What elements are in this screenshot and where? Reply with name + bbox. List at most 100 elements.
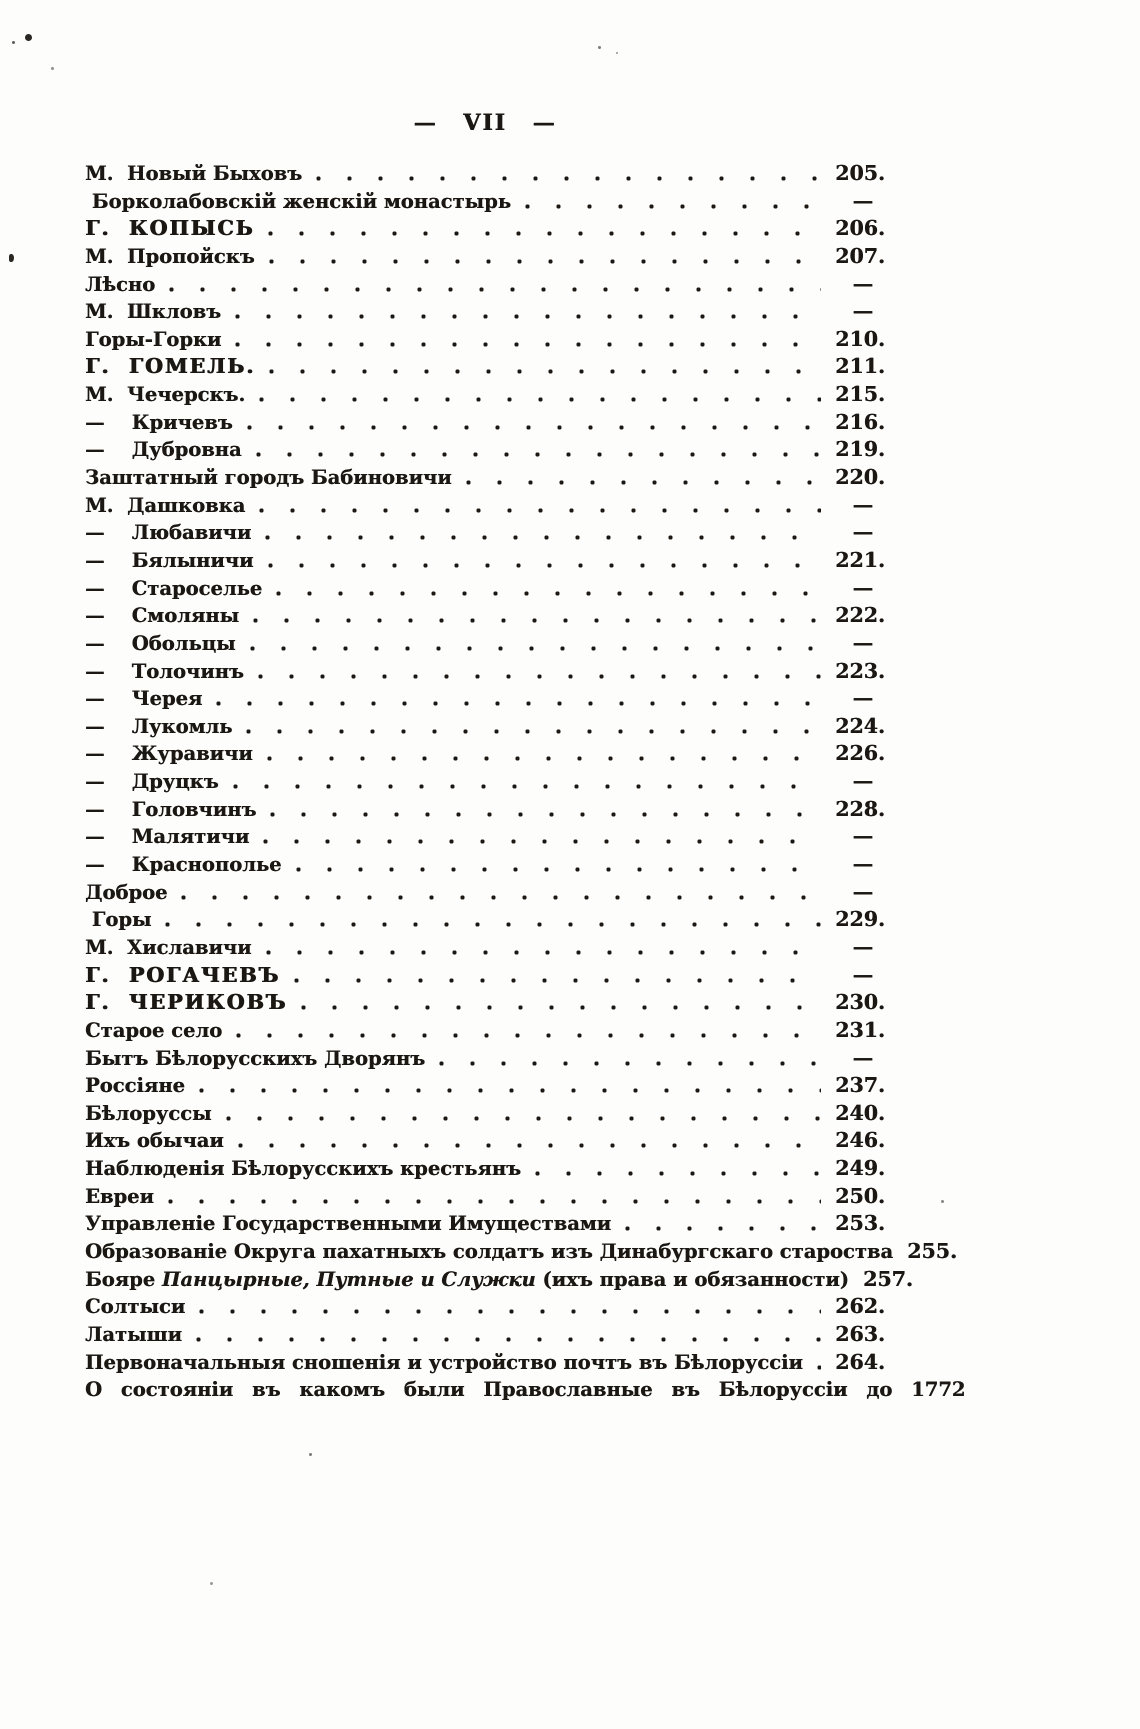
scan-speck xyxy=(309,1453,312,1456)
scan-speck xyxy=(9,254,14,262)
toc-entry: — Краснополье — xyxy=(85,851,885,879)
dot-leader xyxy=(202,685,821,713)
toc-entry-title: — Лукомль xyxy=(85,714,233,738)
toc-entry-page: 224. xyxy=(835,713,885,738)
toc-entry: Г. КОПЫСЬ 206. xyxy=(85,215,885,243)
dot-leader xyxy=(218,768,821,796)
toc-entry-title: — Дубровна xyxy=(85,438,242,462)
dot-leader xyxy=(184,1072,821,1100)
toc-entry-page: 207. xyxy=(835,243,885,268)
toc-entry: — Староселье — xyxy=(85,574,885,603)
dot-leader xyxy=(232,712,821,741)
toc-entry-title: — Журавичи xyxy=(85,742,253,766)
toc-entry: Лѣсно — xyxy=(85,270,885,299)
toc-entry: Солтыси 262. xyxy=(85,1293,885,1321)
toc-entry-title: Бытъ Бѣлорусскихъ Дворянъ xyxy=(85,1046,426,1070)
toc-entry: М. Чечерскъ. 215. xyxy=(85,381,885,409)
toc-entry: — Дубровна 219. xyxy=(85,436,885,465)
toc-entry: — Кричевъ 216. xyxy=(85,408,885,437)
toc-entry-title: — Бялыничи xyxy=(85,548,254,572)
toc-entry: Заштатный городъ Бабиновичи 220. xyxy=(85,464,885,492)
toc-entry-page: 231. xyxy=(835,1017,885,1042)
toc-entry-page: 264. xyxy=(835,1349,885,1374)
dot-leader xyxy=(253,546,821,575)
toc-entry: Г. РОГАЧЕВЪ — xyxy=(85,961,885,990)
toc-entry-title: — Любавичи xyxy=(85,521,252,545)
dot-leader xyxy=(221,325,821,354)
dot-leader xyxy=(211,1099,821,1128)
toc-entry-title: Горы xyxy=(85,908,152,932)
toc-entry: Евреи 250. xyxy=(85,1182,885,1211)
toc-entry-title: Бѣлоруссы xyxy=(85,1101,212,1125)
dot-leader xyxy=(167,878,821,907)
toc-entry-page: — xyxy=(852,188,874,213)
toc-entry: — Малятичи — xyxy=(85,823,885,852)
dot-leader xyxy=(153,1182,821,1211)
toc-entry-title: — Друцкъ xyxy=(85,770,219,794)
dot-leader xyxy=(254,215,821,243)
toc-entry-title: Россіяне xyxy=(85,1074,185,1098)
toc-entry: Латыши 263. xyxy=(85,1320,885,1349)
toc-entry: — Друцкъ — xyxy=(85,768,885,796)
toc-entry-page: — xyxy=(852,1045,874,1070)
toc-entry-title: — Кричевъ xyxy=(85,410,233,434)
toc-entry-title-italic: Панцырные, Путные и Служки xyxy=(161,1267,536,1291)
toc-entry: Горы 229. xyxy=(85,906,885,934)
toc-entry: Доброе — xyxy=(85,878,885,907)
toc-entry-title: (ихъ права и обязанности) xyxy=(535,1267,849,1291)
toc-entry: Старое село 231. xyxy=(85,1016,885,1045)
toc-entry: М. Дашковка — xyxy=(85,491,885,520)
toc-entry: — Головчинъ 228. xyxy=(85,795,885,824)
toc-entry: Бытъ Бѣлорусскихъ Дворянъ — xyxy=(85,1044,885,1073)
dot-leader xyxy=(611,1210,821,1238)
scan-speck xyxy=(210,1582,213,1585)
toc-entry-page: 240. xyxy=(835,1100,885,1125)
toc-entry-title: Г. ЧЕРИКОВЪ xyxy=(85,990,288,1015)
toc-list: М. Новый Быховъ 205. Борколабовскій женск… xyxy=(85,160,965,1404)
toc-entry: Г. ГОМЕЛЬ. 211. xyxy=(85,353,885,382)
dot-leader xyxy=(181,1320,821,1349)
dot-leader xyxy=(245,491,821,520)
toc-entry-title: М. Пропойскъ xyxy=(85,244,255,268)
toc-entry-page: — xyxy=(852,824,874,849)
toc-entry-page: — xyxy=(852,575,874,600)
toc-entry-title: М. Шкловъ xyxy=(85,300,222,324)
toc-entry-page: — xyxy=(852,299,874,324)
toc-entry-page: — xyxy=(852,852,874,877)
toc-entry-page: 226. xyxy=(835,741,885,766)
toc-entry-title: М. Новый Быховъ xyxy=(85,162,303,185)
toc-entry-title: Лѣсно xyxy=(85,272,156,296)
toc-entry-title: Г. КОПЫСЬ xyxy=(85,216,255,241)
toc-entry: Горы-Горки 210. xyxy=(85,325,885,354)
toc-entry-page: — xyxy=(852,962,874,987)
toc-entry: Наблюденія Бѣлорусскихъ крестьянъ 249. xyxy=(85,1155,885,1183)
dot-leader xyxy=(302,160,821,188)
toc-entry-title: Доброе xyxy=(85,880,168,904)
dot-leader xyxy=(802,1348,821,1377)
scan-speck xyxy=(598,46,601,49)
toc-entry-page: — xyxy=(852,686,874,711)
toc-entry-title: — Малятичи xyxy=(85,825,250,849)
toc-entry-title: Старое село xyxy=(85,1018,223,1042)
toc-entry: Ихъ обычаи 246. xyxy=(85,1127,885,1156)
dot-leader xyxy=(243,657,821,686)
dot-leader xyxy=(281,851,821,879)
toc-entry-page: 257. xyxy=(863,1266,913,1291)
toc-entry-title: — Староселье xyxy=(85,576,263,600)
toc-entry: — Журавичи 226. xyxy=(85,740,885,769)
toc-entry-title: Заштатный городъ Бабиновичи xyxy=(85,466,452,490)
toc-entry-page: 249. xyxy=(835,1156,885,1181)
toc-entry: — Толочинъ 223. xyxy=(85,657,885,686)
toc-entry-title: Евреи xyxy=(85,1184,154,1208)
scan-speck xyxy=(25,34,32,41)
toc-entry-title: Г. ГОМЕЛЬ. xyxy=(85,354,256,379)
toc-entry: М. Пропойскъ 207. xyxy=(85,242,885,271)
toc-entry-title: Бояре xyxy=(85,1267,162,1291)
dot-leader xyxy=(155,270,821,299)
dot-leader xyxy=(222,1016,821,1045)
toc-entry-title: Образованіе Округа пахатныхъ солдатъ изъ… xyxy=(85,1239,894,1263)
page-number-header: — VII — xyxy=(413,110,557,136)
dot-leader xyxy=(279,961,821,990)
toc-entry: — Обольцы — xyxy=(85,629,885,658)
toc-entry-page: 210. xyxy=(835,326,885,351)
